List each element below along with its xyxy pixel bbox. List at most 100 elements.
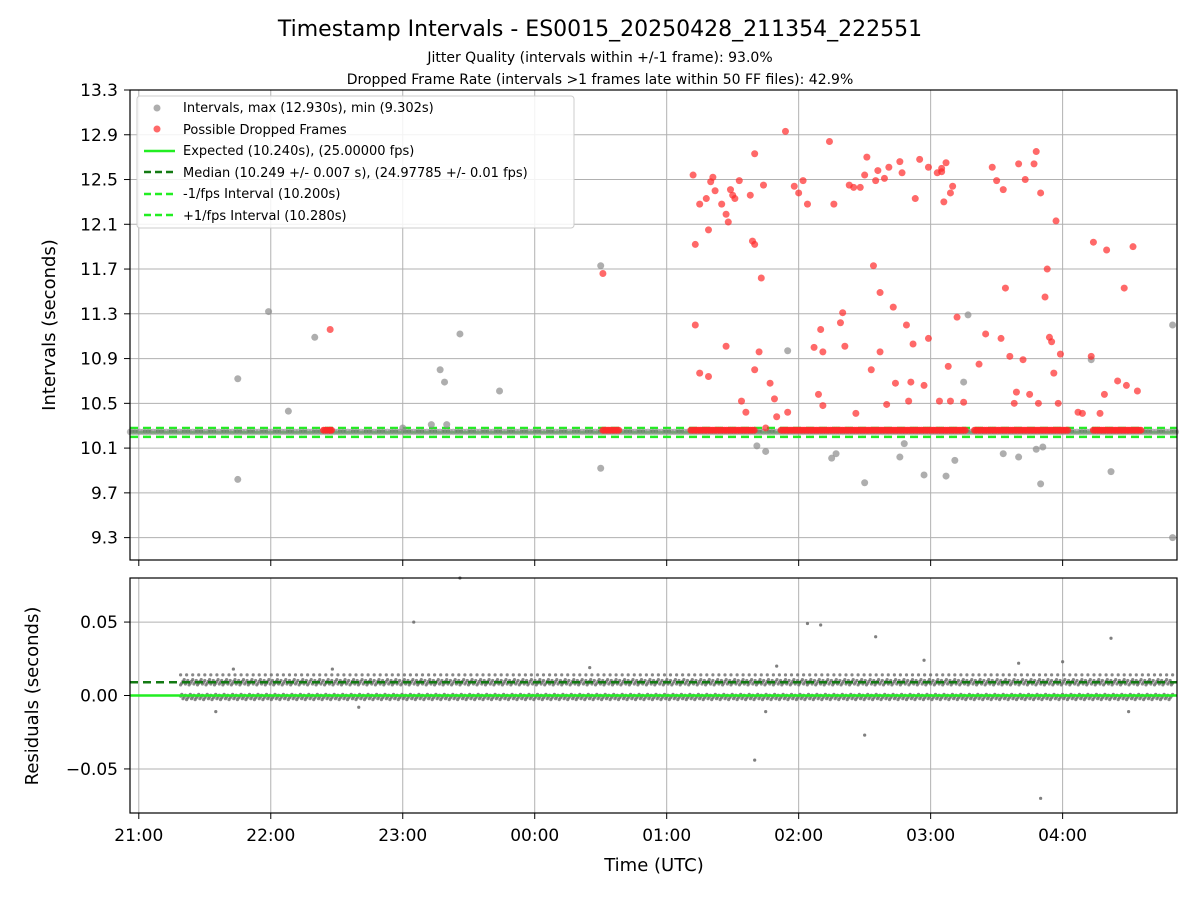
residual-point (970, 678, 974, 682)
dropped-frame-point (751, 366, 759, 374)
residual-point (662, 673, 667, 677)
dropped-frame-point (1006, 352, 1014, 360)
dropped-frame-point (773, 413, 781, 421)
interval-point (399, 424, 407, 432)
residual-point (826, 678, 830, 682)
residual-point (681, 673, 685, 677)
residual-point (185, 673, 189, 677)
residual-point (965, 673, 969, 677)
residual-point (874, 673, 878, 677)
residual-point (880, 673, 884, 677)
x-tick-label: 22:00 (246, 826, 295, 846)
residual-point (1075, 678, 1079, 683)
residual-point (789, 673, 794, 677)
residual-point (919, 678, 923, 682)
dropped-frame-point (781, 127, 789, 135)
residual-point (293, 673, 298, 677)
dropped-frame-point (961, 426, 969, 434)
residual-point (796, 673, 800, 677)
residual-point (1134, 673, 1138, 677)
top-y-tick-label: 13.3 (80, 81, 118, 101)
dropped-frame-point (907, 378, 915, 386)
residual-point (656, 678, 661, 682)
residual-point (281, 673, 285, 677)
residual-outlier-point (412, 620, 416, 624)
residual-point (360, 673, 364, 677)
residual-point (411, 678, 415, 682)
dropped-frame-point (757, 274, 765, 282)
residual-point (318, 673, 322, 677)
interval-point (441, 378, 449, 386)
residual-point (301, 678, 305, 682)
dropped-frame-point (737, 397, 745, 405)
residual-point (1158, 673, 1163, 677)
residual-point (563, 678, 567, 682)
residual-point (445, 678, 449, 682)
residual-point (589, 678, 593, 682)
residual-point (324, 673, 328, 677)
dropped-frame-point (1030, 160, 1038, 168)
dropped-frame-point (1114, 377, 1122, 385)
residual-point (1131, 678, 1135, 682)
bottom-y-axis-label: Residuals (seconds) (22, 607, 43, 786)
residual-point (1037, 673, 1042, 677)
residual-point (368, 678, 373, 682)
residual-point (512, 678, 517, 682)
dropped-frame-point (1137, 426, 1145, 434)
dropped-frame-point (1052, 217, 1060, 225)
residual-point (953, 678, 957, 682)
dropped-frame-point (819, 348, 827, 356)
residual-point (318, 678, 322, 682)
dropped-frame-point (1019, 356, 1027, 364)
interval-point (999, 450, 1007, 458)
residual-point (650, 673, 655, 677)
residual-point (775, 678, 779, 682)
residual-point (792, 678, 796, 682)
residual-point (941, 673, 945, 677)
dropped-frame-point (759, 181, 767, 189)
residual-point (665, 678, 669, 682)
dropped-frame-point (867, 366, 875, 374)
residual-point (378, 673, 382, 677)
top-y-tick-label: 11.3 (80, 305, 118, 325)
interval-point (1169, 534, 1177, 542)
residual-point (342, 673, 346, 677)
dropped-frame-point (1133, 387, 1141, 395)
residual-point (535, 673, 540, 677)
dropped-frame-point (751, 150, 759, 158)
residual-point (885, 678, 889, 682)
dropped-frame-point (746, 191, 754, 199)
residual-point (384, 673, 388, 677)
residual-point (215, 673, 219, 677)
residual-point (439, 673, 443, 677)
dropped-frame-point (836, 319, 844, 327)
interval-point (427, 421, 435, 429)
residual-point (1029, 678, 1033, 682)
residual-point (420, 673, 425, 677)
residual-point (800, 678, 805, 682)
residual-point (505, 673, 509, 677)
residual-outlier-point (231, 667, 235, 671)
residual-point (203, 678, 207, 683)
residual-point (880, 678, 884, 683)
top-plot-frame (129, 89, 1178, 561)
residual-point (572, 678, 576, 682)
bottom-panel: −0.05 0.00 0.05 21:00 22:00 23:00 00:00 01:00 0… (22, 576, 1178, 876)
residual-point (284, 678, 288, 682)
residual-point (330, 673, 334, 677)
residual-point (453, 678, 457, 682)
residual-point (596, 673, 600, 677)
dropped-frame-point (1048, 338, 1056, 346)
dropped-frame-point (704, 226, 712, 234)
dropped-frame-point (784, 408, 792, 416)
residual-point (1019, 673, 1024, 677)
residual-point (1171, 673, 1175, 677)
residual-point (1086, 673, 1090, 677)
residual-point (808, 673, 812, 677)
dropped-frame-point (874, 167, 882, 175)
residual-point (673, 678, 678, 682)
residual-point (336, 673, 340, 677)
dropped-frame-point (766, 379, 774, 387)
residual-point (414, 673, 419, 677)
interval-point (1107, 468, 1115, 476)
